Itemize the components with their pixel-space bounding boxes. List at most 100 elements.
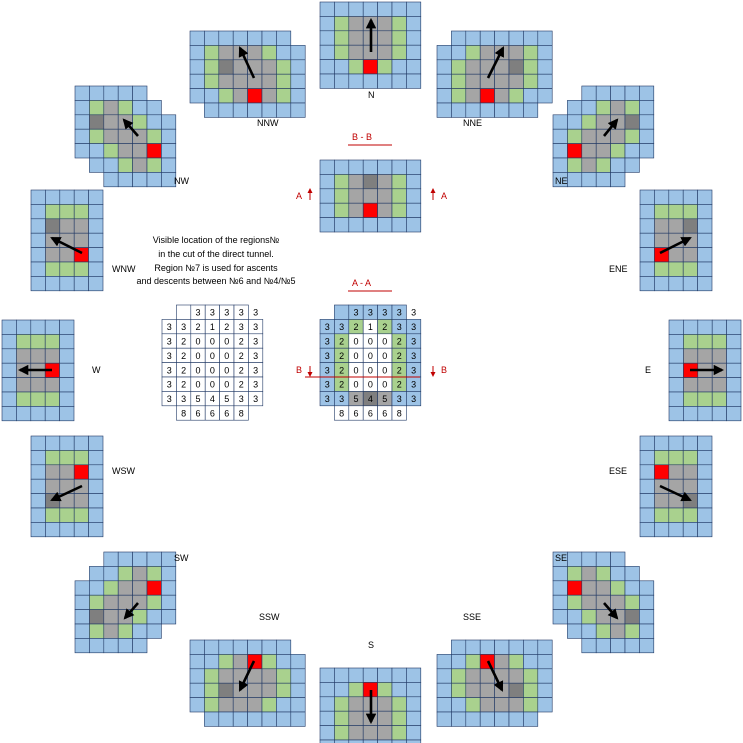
grid-cell [726, 319, 742, 335]
grid-cell [552, 580, 568, 596]
section-aa-cell-value: 0 [368, 365, 373, 375]
grid-wnw [30, 189, 104, 292]
grid-cell [204, 654, 220, 670]
grid-cell [103, 609, 119, 625]
grid-cell [668, 261, 684, 277]
grid-cell [45, 435, 61, 451]
direction-label-n: N [368, 90, 375, 100]
grid-cell [537, 668, 553, 684]
grid-cell [508, 682, 524, 698]
direction-label-nw: NW [174, 176, 189, 186]
direction-label-wnw: WNW [112, 264, 136, 274]
grid-cell [595, 566, 611, 582]
direction-label-ssw: SSW [259, 612, 280, 622]
grid-cell [391, 73, 407, 89]
grid-cell [59, 189, 75, 205]
grid-cell [567, 623, 583, 639]
grid-cell [59, 362, 75, 378]
grid-section-bb [319, 159, 422, 233]
grid-cell [132, 172, 148, 188]
grid-cell [45, 522, 61, 538]
grid-cell [451, 639, 467, 655]
grid-cell [654, 189, 670, 205]
region-table-cell-value: 2 [181, 337, 186, 347]
section-aa-cell-value: 3 [368, 308, 373, 318]
grid-cell [117, 623, 133, 639]
grid-cell [103, 143, 119, 159]
grid-cell [610, 551, 626, 567]
grid-cell [639, 218, 655, 234]
grid-cell [567, 128, 583, 144]
grid-cell [595, 157, 611, 173]
grid-cell [132, 157, 148, 173]
grid-cell [218, 30, 234, 46]
grid-cell [610, 580, 626, 596]
grid-cell [523, 654, 539, 670]
section-aa-cell-value: 3 [411, 365, 416, 375]
grid-cell [103, 85, 119, 101]
grid-cell [319, 682, 335, 698]
grid-cell [89, 143, 105, 159]
grid-cell [218, 45, 234, 61]
arrow-wnw [50, 236, 83, 255]
grid-cell [451, 711, 467, 727]
region-table-cell-value: 0 [210, 380, 215, 390]
grid-cell [436, 45, 452, 61]
grid-cell [639, 128, 655, 144]
region-table-cell-value: 3 [167, 394, 172, 404]
section-aa-cell-value: 0 [368, 351, 373, 361]
grid-cell [73, 204, 89, 220]
note-line: Region №7 is used for ascents [154, 262, 278, 273]
grid-s [319, 667, 422, 743]
grid-cell [377, 59, 393, 75]
grid-cell [16, 406, 32, 422]
grid-cell [697, 232, 713, 248]
grid-cell [668, 406, 684, 422]
grid-cell [391, 30, 407, 46]
direction-label-w: W [92, 365, 101, 375]
direction-label-sse: SSE [463, 612, 482, 622]
section-aa-cell-value: 0 [382, 337, 387, 347]
grid-cell [595, 143, 611, 159]
grid-cell [319, 217, 335, 233]
grid-ne [552, 85, 655, 188]
grid-cell [232, 682, 248, 698]
grid-cell [624, 157, 640, 173]
grid-cell [406, 202, 422, 218]
grid-cell [117, 157, 133, 173]
grid-cell [30, 261, 46, 277]
grid-cell [523, 73, 539, 89]
grid-cell [89, 594, 105, 610]
section-aa-cell-value: 3 [411, 380, 416, 390]
grid-cell [117, 143, 133, 159]
grid-cell [391, 682, 407, 698]
grid-cell [654, 204, 670, 220]
grid-cell [406, 725, 422, 741]
grid-cell [508, 668, 524, 684]
grid-cell [218, 639, 234, 655]
grid-cell [697, 218, 713, 234]
grid-cell [639, 493, 655, 509]
grid-cell [45, 276, 61, 292]
grid-cell [89, 566, 105, 582]
grid-cell [595, 114, 611, 130]
region-table-cell-value: 0 [195, 380, 200, 390]
grid-cell [465, 45, 481, 61]
grid-cell [508, 30, 524, 46]
section-aa-cell-value: 0 [353, 380, 358, 390]
grid-cell [261, 102, 277, 118]
grid-cell [508, 59, 524, 75]
direction-label-e: E [645, 365, 652, 375]
grid-cell [218, 682, 234, 698]
grid-cell [103, 551, 119, 567]
grid-cell [436, 668, 452, 684]
grid-cell [406, 30, 422, 46]
grid-cell [261, 682, 277, 698]
grid-cell [218, 59, 234, 75]
grid-cell [726, 377, 742, 393]
grid-cell [668, 319, 684, 335]
grid-cell [639, 261, 655, 277]
grid-cell [88, 435, 104, 451]
grid-cell [711, 391, 727, 407]
grid-cell [451, 73, 467, 89]
